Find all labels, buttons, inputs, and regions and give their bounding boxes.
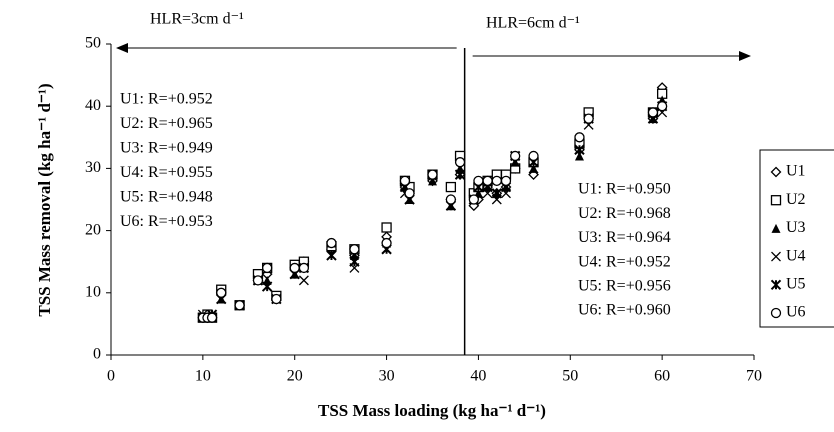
correlation-note: U3: R=+0.949: [120, 140, 213, 157]
legend-marker: [771, 223, 781, 233]
point: [445, 194, 457, 205]
period-label: HLR=3cm d⁻¹: [150, 11, 244, 28]
correlation-note: U5: R=+0.948: [120, 189, 213, 206]
point: [298, 262, 310, 274]
point: [656, 101, 668, 112]
point: [234, 300, 245, 311]
point: [574, 144, 585, 155]
point: [404, 188, 415, 199]
x-tick-label: 30: [379, 368, 395, 385]
legend-marker: [771, 251, 781, 262]
point: [500, 175, 512, 186]
y-axis-label: TSS Mass removal (kg ha⁻¹ d⁻¹): [35, 83, 54, 316]
point: [491, 188, 503, 199]
point: [427, 169, 438, 180]
x-tick-label: 10: [195, 368, 211, 385]
point: [482, 175, 493, 186]
point: [428, 176, 437, 186]
x-tick-label: 0: [107, 368, 115, 385]
point: [399, 175, 411, 186]
point: [271, 293, 282, 305]
legend-label: U4: [786, 247, 806, 264]
point: [647, 107, 659, 118]
point: [349, 250, 359, 260]
point: [454, 157, 466, 168]
point: [349, 256, 360, 267]
point: [574, 132, 585, 143]
y-tick-label: 20: [85, 221, 101, 238]
point: [289, 262, 300, 274]
point: [455, 163, 465, 173]
point: [381, 237, 392, 249]
correlation-note: U6: R=+0.960: [578, 302, 671, 319]
legend-label: U1: [786, 163, 806, 180]
point: [574, 151, 584, 161]
point: [262, 275, 272, 285]
point: [261, 281, 273, 292]
point: [491, 175, 502, 186]
legend-label: U2: [786, 191, 806, 208]
legend-marker: [770, 307, 782, 319]
correlation-note: U5: R=+0.956: [578, 277, 671, 294]
point: [206, 312, 218, 323]
point: [326, 237, 337, 249]
legend-box: [759, 149, 834, 328]
x-tick-label: 60: [654, 368, 670, 385]
point: [298, 275, 309, 286]
point: [262, 262, 273, 274]
x-tick-label: 20: [287, 368, 303, 385]
point: [216, 287, 227, 298]
correlation-note: U6: R=+0.953: [120, 213, 213, 230]
point: [454, 169, 466, 180]
point: [349, 244, 360, 255]
point: [468, 194, 479, 205]
correlation-note: U1: R=+0.950: [578, 181, 671, 198]
legend-marker: [770, 195, 782, 206]
point: [528, 150, 539, 162]
y-tick-label: 30: [85, 159, 101, 176]
point: [381, 222, 392, 233]
y-tick-label: 0: [93, 346, 101, 363]
correlation-note: U4: R=+0.952: [578, 253, 671, 270]
legend-label: U5: [786, 275, 806, 292]
point: [583, 113, 594, 124]
correlation-note: U2: R=+0.968: [578, 205, 671, 222]
correlation-note: U1: R=+0.952: [120, 91, 213, 108]
point: [510, 150, 521, 162]
legend-label: U6: [786, 304, 806, 321]
period-label: HLR=6cm d⁻¹: [486, 15, 580, 32]
correlation-note: U2: R=+0.965: [120, 115, 213, 132]
legend-label: U3: [786, 219, 806, 236]
x-tick-label: 70: [746, 368, 762, 385]
x-tick-label: 50: [562, 368, 578, 385]
x-tick-label: 40: [470, 368, 486, 385]
x-axis-label: TSS Mass loading (kg ha⁻¹ d⁻¹): [318, 401, 546, 420]
point: [252, 275, 264, 286]
legend-marker: [770, 279, 782, 291]
y-tick-label: 10: [85, 283, 101, 300]
point: [445, 181, 457, 193]
point: [473, 175, 484, 186]
legend-marker: [770, 166, 782, 178]
correlation-note: U4: R=+0.955: [120, 164, 213, 181]
point: [326, 250, 337, 261]
correlation-note: U3: R=+0.964: [578, 229, 671, 246]
y-tick-label: 50: [85, 35, 101, 52]
y-tick-label: 40: [85, 97, 101, 114]
